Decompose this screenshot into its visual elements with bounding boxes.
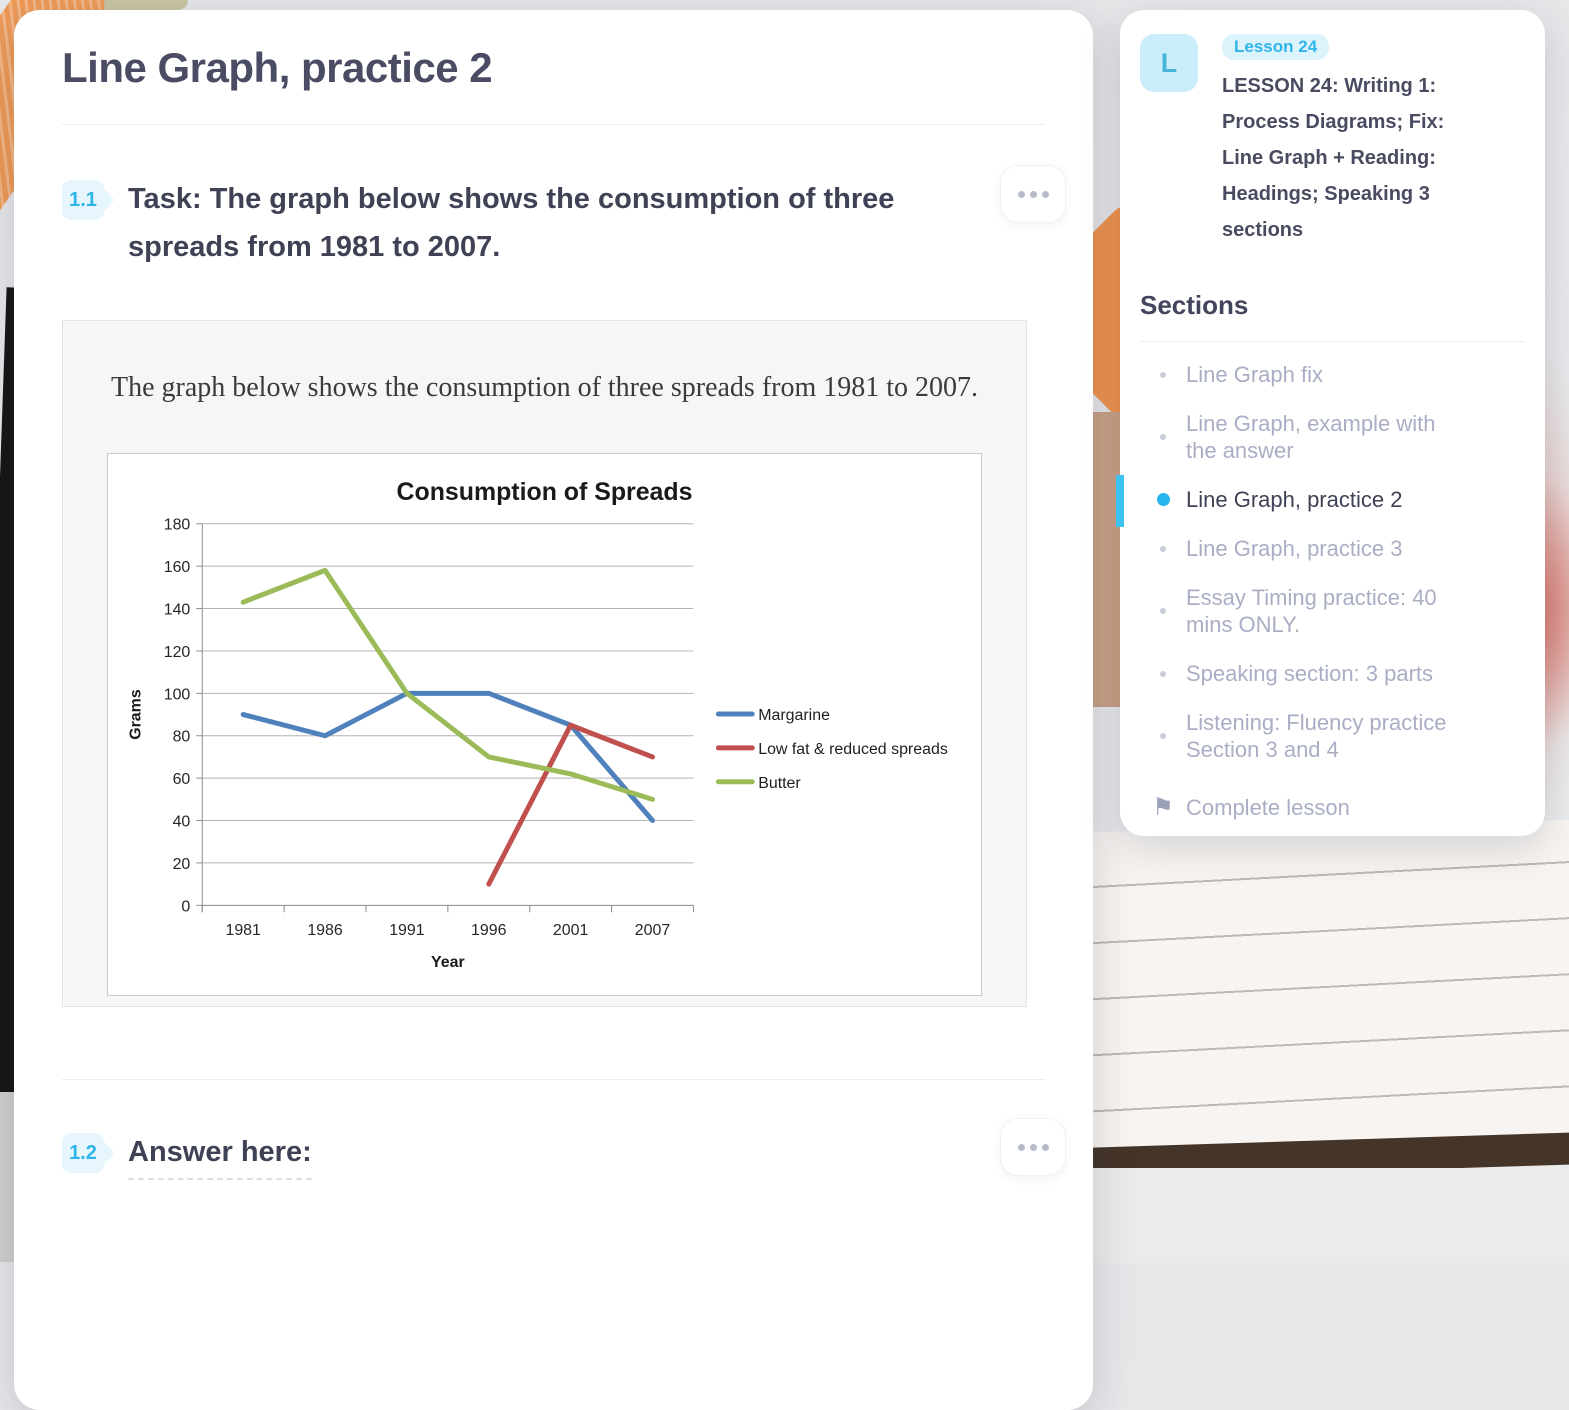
- lesson-header: L Lesson 24 LESSON 24: Writing 1: Proces…: [1140, 34, 1525, 248]
- svg-text:1991: 1991: [389, 922, 425, 939]
- sections-heading: Sections: [1140, 290, 1249, 320]
- svg-text:1986: 1986: [307, 922, 343, 939]
- sidebar-item-listening-fluency[interactable]: Listening: Fluency practice Section 3 an…: [1140, 698, 1525, 774]
- svg-text:Butter: Butter: [758, 775, 801, 792]
- complete-lesson-button[interactable]: ⚑ Complete lesson: [1140, 782, 1525, 833]
- lesson-badge: Lesson 24: [1222, 34, 1330, 60]
- svg-text:Margarine: Margarine: [758, 707, 830, 724]
- svg-text:80: 80: [173, 729, 191, 746]
- bullet-icon: [1140, 670, 1186, 677]
- svg-text:140: 140: [164, 602, 191, 619]
- active-indicator-bar: [1116, 475, 1124, 527]
- lesson-content-card: Line Graph, practice 2 1.1 Task: The gra…: [14, 10, 1093, 1410]
- svg-text:Grams: Grams: [127, 689, 144, 740]
- sections-list: Line Graph fix Line Graph, example with …: [1116, 350, 1525, 774]
- bullet-icon: [1140, 371, 1186, 378]
- svg-text:1996: 1996: [471, 922, 507, 939]
- ellipsis-icon: [1017, 190, 1025, 198]
- divider: [62, 124, 1045, 125]
- svg-text:180: 180: [164, 517, 191, 534]
- task-number-badge: 1.1: [62, 180, 104, 220]
- sidebar-item-speaking-section[interactable]: Speaking section: 3 parts: [1140, 649, 1525, 698]
- figure-caption: The graph below shows the consumption of…: [110, 372, 979, 403]
- more-options-button[interactable]: [1000, 165, 1066, 223]
- task-number-label: 1.2: [69, 1141, 97, 1164]
- task-number-badge: 1.2: [62, 1133, 104, 1173]
- active-bullet-icon: [1140, 493, 1186, 506]
- svg-text:40: 40: [173, 814, 191, 831]
- svg-text:2007: 2007: [635, 922, 671, 939]
- svg-text:Year: Year: [431, 954, 465, 971]
- page-title: Line Graph, practice 2: [62, 44, 493, 91]
- sidebar-item-line-graph-practice-2[interactable]: Line Graph, practice 2: [1116, 475, 1525, 527]
- figure-container: The graph below shows the consumption of…: [62, 320, 1027, 1007]
- ellipsis-icon: [1017, 1143, 1025, 1151]
- svg-text:20: 20: [173, 856, 191, 873]
- background-photo-notebook: [1077, 819, 1569, 1165]
- background-photo-arm: [1088, 412, 1124, 707]
- task-2-row: 1.2 Answer here:: [62, 1118, 1066, 1180]
- chart-canvas: Consumption of Spreads 0 20 40 60 80 100 120 140…: [107, 453, 982, 996]
- sidebar-item-line-graph-practice-3[interactable]: Line Graph, practice 3: [1140, 524, 1525, 573]
- chart-svg: Consumption of Spreads 0 20 40 60 80 100 120 140…: [127, 478, 948, 971]
- svg-text:Consumption of Spreads: Consumption of Spreads: [397, 478, 693, 506]
- svg-text:1981: 1981: [225, 922, 261, 939]
- divider: [62, 1079, 1045, 1080]
- more-options-button[interactable]: [1000, 1118, 1066, 1176]
- task-1-row: 1.1 Task: The graph below shows the cons…: [62, 165, 1066, 271]
- svg-text:120: 120: [164, 644, 191, 661]
- sidebar-item-line-graph-example[interactable]: Line Graph, example with the answer: [1140, 399, 1525, 475]
- lesson-sidebar: L Lesson 24 LESSON 24: Writing 1: Proces…: [1116, 10, 1545, 836]
- task-1-text: Task: The graph below shows the consumpt…: [128, 183, 895, 263]
- task-number-label: 1.1: [69, 188, 97, 211]
- svg-text:60: 60: [173, 771, 191, 788]
- background-photo-desk-bottom: [1082, 1168, 1569, 1263]
- svg-text:Low fat & reduced spreads: Low fat & reduced spreads: [758, 741, 948, 758]
- bullet-icon: [1140, 545, 1186, 552]
- sidebar-item-essay-timing[interactable]: Essay Timing practice: 40 mins ONLY.: [1140, 573, 1525, 649]
- svg-text:100: 100: [164, 686, 191, 703]
- bullet-icon: [1140, 608, 1186, 614]
- bullet-icon: [1140, 733, 1186, 739]
- divider: [1140, 341, 1525, 342]
- lesson-avatar: L: [1140, 34, 1198, 92]
- svg-text:2001: 2001: [553, 922, 589, 939]
- bullet-icon: [1140, 434, 1186, 440]
- sidebar-item-line-graph-fix[interactable]: Line Graph fix: [1140, 350, 1525, 399]
- svg-text:0: 0: [181, 898, 190, 915]
- answer-prompt[interactable]: Answer here:: [128, 1128, 312, 1180]
- flag-icon: ⚑: [1152, 794, 1174, 821]
- svg-text:160: 160: [164, 559, 191, 576]
- lesson-title: LESSON 24: Writing 1: Process Diagrams; …: [1222, 75, 1445, 241]
